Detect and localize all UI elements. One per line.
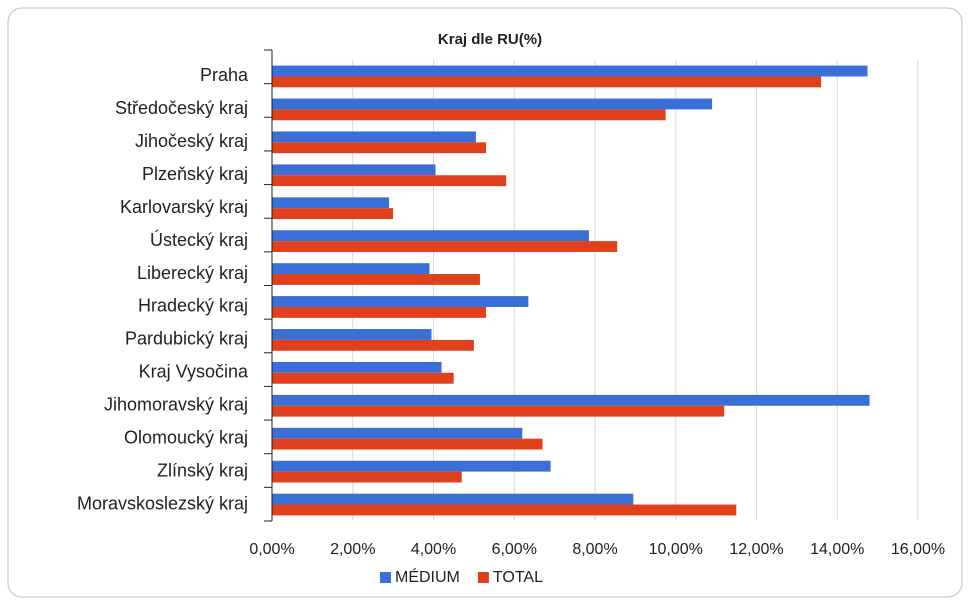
legend-label: MÉDIUM xyxy=(395,567,460,586)
bar xyxy=(272,504,737,516)
x-tick-label: 16,00% xyxy=(891,541,945,558)
bar xyxy=(272,405,725,417)
bar xyxy=(272,263,430,275)
bar xyxy=(272,427,523,439)
bar xyxy=(272,339,474,351)
bar xyxy=(272,164,436,176)
bar xyxy=(272,329,432,340)
bar xyxy=(272,109,666,121)
bar xyxy=(272,241,618,252)
bar xyxy=(272,394,870,406)
bar xyxy=(272,98,713,110)
y-tick-label: Kraj Vysočina xyxy=(139,362,249,382)
y-tick-label: Moravskoslezský kraj xyxy=(77,493,248,513)
bar xyxy=(272,493,634,505)
x-tick-label: 6,00% xyxy=(492,541,537,558)
y-tick-label: Jihomoravský kraj xyxy=(104,395,248,415)
chart-title: Kraj dle RU(%) xyxy=(438,31,542,48)
x-tick-label: 10,00% xyxy=(649,541,703,558)
y-tick-label: Hradecký kraj xyxy=(138,296,248,316)
bar xyxy=(272,438,543,450)
y-tick-label: Liberecký kraj xyxy=(137,263,248,283)
bar xyxy=(272,361,442,373)
bar xyxy=(272,175,507,187)
bar xyxy=(272,142,486,154)
bar xyxy=(272,230,589,242)
x-tick-label: 14,00% xyxy=(810,541,864,558)
y-tick-label: Praha xyxy=(200,65,249,85)
y-tick-label: Pardubický kraj xyxy=(125,329,248,349)
x-tick-label: 2,00% xyxy=(330,541,375,558)
bar xyxy=(272,131,476,143)
y-tick-label: Plzeňský kraj xyxy=(142,164,248,184)
x-tick-label: 8,00% xyxy=(572,541,617,558)
y-tick-label: Karlovarský kraj xyxy=(120,197,248,217)
y-tick-label: Olomoucký kraj xyxy=(124,427,248,447)
legend-swatch xyxy=(477,572,489,583)
bar xyxy=(272,306,486,318)
legend-label: TOTAL xyxy=(493,569,543,586)
bar xyxy=(272,471,462,483)
bar xyxy=(272,372,454,384)
bar xyxy=(272,208,394,220)
bar xyxy=(272,460,551,472)
bar xyxy=(272,274,480,285)
y-tick-label: Ústecký kraj xyxy=(150,229,248,250)
y-tick-label: Jihočeský kraj xyxy=(135,131,248,151)
bar xyxy=(272,296,529,307)
bar xyxy=(272,197,390,209)
y-tick-label: Středočeský kraj xyxy=(115,98,248,118)
x-tick-label: 12,00% xyxy=(729,541,783,558)
legend-swatch xyxy=(380,572,391,583)
x-tick-label: 4,00% xyxy=(411,541,456,558)
x-tick-label: 0,00% xyxy=(249,541,294,558)
y-tick-label: Zlínský kraj xyxy=(157,460,248,480)
bar xyxy=(272,65,868,77)
bar xyxy=(272,76,822,88)
